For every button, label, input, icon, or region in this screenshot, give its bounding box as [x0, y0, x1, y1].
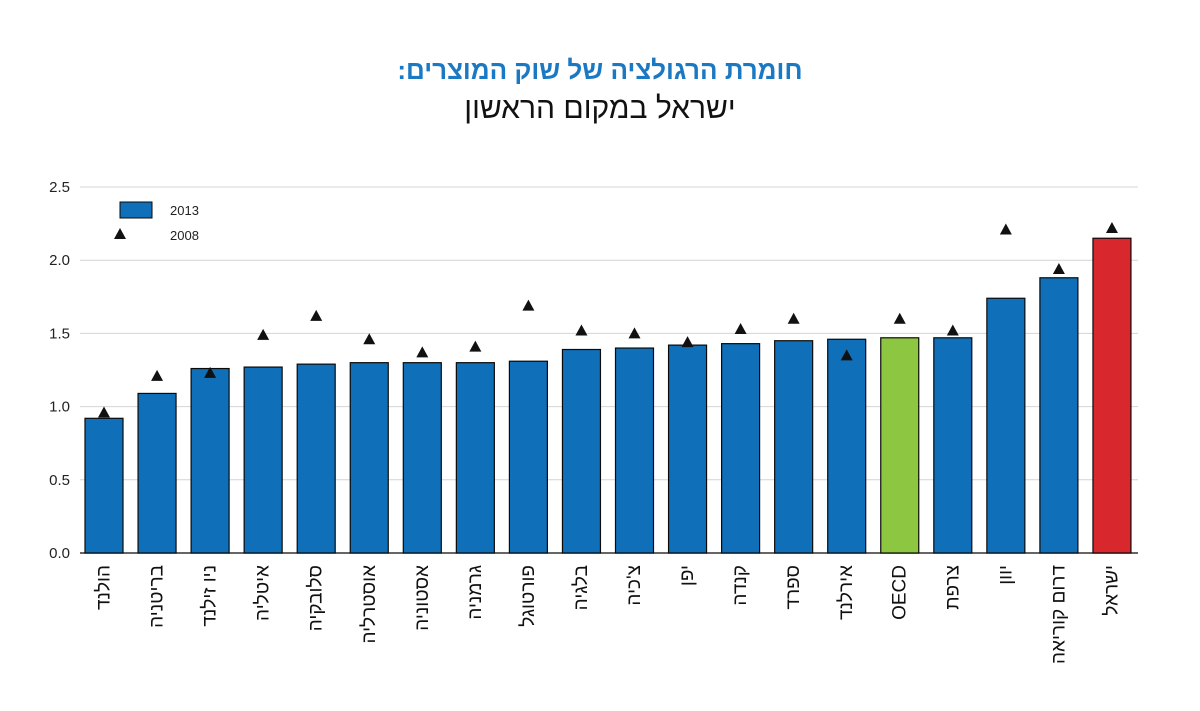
- x-axis-labels: הולנד בריטניה ניו זילנד איטליה סלובקיה אוסטרל…: [94, 565, 1123, 664]
- bar: [243, 366, 283, 554]
- marker-2008: [257, 328, 270, 340]
- bar: [190, 367, 230, 554]
- category-label: צ'כיה: [624, 565, 645, 606]
- bar: [933, 337, 973, 554]
- y-axis: 0.0 0.5 1.0 1.5 2.0 2.5: [49, 179, 70, 562]
- marker-2008: [98, 406, 110, 418]
- bar: [1039, 277, 1079, 554]
- marker-2008: [946, 324, 959, 336]
- bar: [455, 362, 495, 554]
- bar: [296, 363, 336, 554]
- category-label: יפן: [677, 565, 698, 586]
- marker-2008: [575, 324, 588, 336]
- category-label: ישראל: [1101, 565, 1122, 616]
- category-label: בלגיה: [571, 565, 592, 610]
- marker-2008: [363, 333, 376, 345]
- marker-2008: [1105, 221, 1118, 233]
- legend-swatch-2013: [119, 201, 153, 219]
- markers-2008: [98, 221, 1118, 418]
- legend-label-2008: 2008: [170, 228, 199, 243]
- category-label: צרפת: [942, 565, 963, 610]
- category-label: גרמניה: [465, 565, 486, 620]
- legend-marker-2008: [114, 228, 126, 239]
- bar: [986, 297, 1026, 554]
- marker-2008: [416, 346, 429, 358]
- category-label: סלובקיה: [306, 565, 327, 631]
- marker-2008: [999, 223, 1012, 235]
- marker-2008: [787, 312, 800, 324]
- marker-2008: [1052, 262, 1065, 274]
- y-tick-label: 2.0: [49, 252, 70, 269]
- marker-2008: [681, 336, 694, 348]
- marker-2008: [628, 327, 641, 339]
- marker-2008: [151, 369, 164, 381]
- y-tick-label: 1.5: [49, 325, 70, 342]
- marker-2008: [840, 349, 853, 361]
- bar: [880, 337, 920, 554]
- bar: [402, 362, 442, 554]
- category-label: ניו זילנד: [200, 565, 221, 627]
- y-tick-label: 2.5: [49, 179, 70, 196]
- bar: [349, 362, 389, 554]
- category-label: אסטוניה: [412, 565, 433, 631]
- bars-2013: [84, 237, 1132, 554]
- category-label: איטליה: [253, 565, 274, 621]
- bar: [614, 347, 655, 554]
- bar: [720, 343, 761, 554]
- y-tick-label: 0.5: [49, 472, 70, 489]
- category-label: יוון: [995, 565, 1016, 585]
- legend-label-2013: 2013: [170, 203, 199, 218]
- y-tick-label: 0.0: [49, 545, 70, 562]
- bar: [1092, 237, 1132, 554]
- bar: [667, 344, 708, 554]
- category-label: דרום קוריאה: [1048, 565, 1069, 664]
- chart-subtitle: ישראל במקום הראשון: [464, 92, 736, 125]
- marker-2008: [734, 323, 747, 335]
- marker-2008: [469, 340, 482, 352]
- category-label: אירלנד: [836, 565, 857, 620]
- marker-2008: [204, 366, 217, 378]
- y-tick-label: 1.0: [49, 399, 70, 416]
- bar: [84, 417, 124, 554]
- bar: [827, 338, 867, 554]
- category-label: פורטוגל: [518, 565, 539, 627]
- bar: [508, 360, 548, 554]
- category-label: קנדה: [730, 565, 751, 606]
- marker-2008: [893, 312, 906, 324]
- bar: [561, 348, 602, 554]
- gridlines: [80, 186, 1138, 554]
- legend: 2013 2008: [114, 201, 199, 243]
- marker-2008: [522, 299, 535, 311]
- marker-2008: [310, 309, 323, 321]
- bar: [137, 392, 177, 554]
- category-label: ספרד: [783, 565, 804, 610]
- category-label: אוסטרליה: [359, 565, 380, 644]
- category-label: בריטניה: [147, 565, 168, 628]
- category-label: OECD: [889, 565, 910, 620]
- bar: [774, 340, 814, 554]
- category-label: הולנד: [94, 565, 115, 610]
- chart-title: חומרת הרגולציה של שוק המוצרים:: [397, 55, 803, 85]
